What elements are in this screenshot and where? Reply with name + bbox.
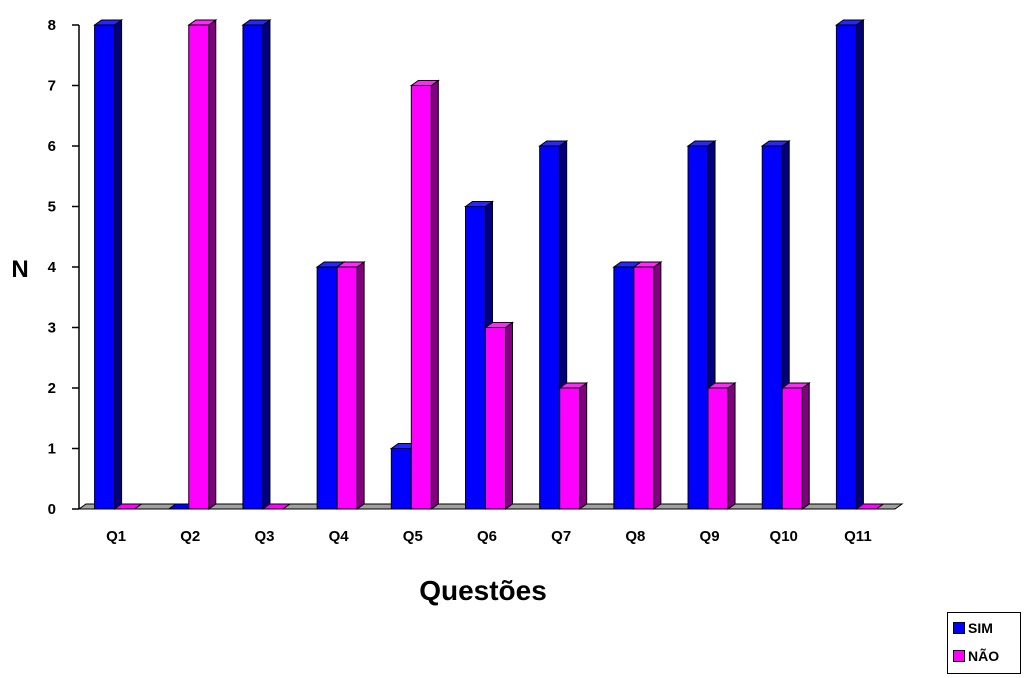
x-tick-label: Q1 xyxy=(106,528,126,545)
bar-q2-nao xyxy=(188,24,210,510)
y-tick-label: 7 xyxy=(48,78,56,95)
x-tick-label: Q11 xyxy=(844,528,872,545)
bar-q8-nao xyxy=(633,266,655,510)
x-tick-label: Q10 xyxy=(770,528,798,545)
bars xyxy=(93,19,885,510)
bar-q5-sim xyxy=(390,448,412,510)
legend-label-nao: NÃO xyxy=(968,648,1000,664)
bar-q2-nao-side xyxy=(208,19,217,510)
x-axis-title: Questões xyxy=(419,575,547,606)
bar-q4-nao-side xyxy=(356,261,365,510)
bar-q5-nao-side xyxy=(430,79,439,510)
x-tick-label: Q8 xyxy=(625,528,645,545)
y-tick-label: 6 xyxy=(48,138,56,155)
bar-q1-nao xyxy=(113,503,144,510)
bar-q4-sim xyxy=(316,266,338,510)
y-tick-label: 8 xyxy=(48,17,56,34)
bar-q10-sim xyxy=(761,145,783,510)
bar-q7-sim xyxy=(539,145,561,510)
bar-q6-sim xyxy=(465,206,486,510)
bar-q1-sim xyxy=(94,24,116,510)
bar-q7-nao xyxy=(559,387,581,510)
y-tick-label: 3 xyxy=(48,320,56,337)
legend-item-sim: SIM xyxy=(953,619,993,637)
y-tick-label: 4 xyxy=(48,259,57,276)
bar-q4-nao xyxy=(336,266,358,510)
y-tick-label: 0 xyxy=(48,501,56,518)
bar-q1-sim-side xyxy=(114,19,123,510)
bar-q9-nao xyxy=(707,387,729,510)
x-tick-label: Q3 xyxy=(254,528,274,545)
y-axis-title: N xyxy=(11,256,28,283)
y-axis-tick-labels: 0 1 2 3 4 5 6 7 8 xyxy=(48,17,57,518)
y-tick-label: 1 xyxy=(48,441,56,458)
bar-q8-nao-side xyxy=(653,261,662,510)
x-axis-tick-labels: Q1 Q2 Q3 Q4 Q5 Q6 Q7 Q8 Q9 Q10 Q11 xyxy=(106,528,872,545)
y-tick-label: 2 xyxy=(48,380,56,397)
x-tick-label: Q9 xyxy=(700,528,720,545)
bar-q6-nao xyxy=(485,327,506,510)
y-axis xyxy=(72,24,80,510)
bar-q3-sim xyxy=(242,24,264,510)
legend-swatch-sim xyxy=(953,622,965,634)
x-tick-label: Q5 xyxy=(403,528,423,545)
y-tick-label: 5 xyxy=(48,199,56,216)
bar-q3-nao xyxy=(261,503,292,510)
bar-q11-nao xyxy=(854,503,885,510)
legend-swatch-nao xyxy=(953,650,965,662)
bar-q9-sim xyxy=(687,145,709,510)
bar-q10-nao xyxy=(781,387,803,510)
legend: SIM NÃO xyxy=(947,612,1021,674)
bar-q5-nao xyxy=(410,85,432,510)
bar-q11-sim xyxy=(835,24,857,510)
x-tick-label: Q4 xyxy=(329,528,350,545)
bar-q9-nao-side xyxy=(727,382,736,510)
x-tick-label: Q7 xyxy=(551,528,571,545)
bar-q8-sim xyxy=(613,266,635,510)
bar-q11-sim-side xyxy=(855,19,864,510)
bar-q6-nao-side xyxy=(505,321,513,510)
legend-item-nao: NÃO xyxy=(953,647,999,665)
x-tick-label: Q6 xyxy=(477,528,497,545)
bar-q7-nao-side xyxy=(579,382,588,510)
x-tick-label: Q2 xyxy=(180,528,200,545)
bar-q10-nao-side xyxy=(801,382,810,510)
bar-q3-sim-side xyxy=(262,19,271,510)
legend-label-sim: SIM xyxy=(968,620,993,636)
